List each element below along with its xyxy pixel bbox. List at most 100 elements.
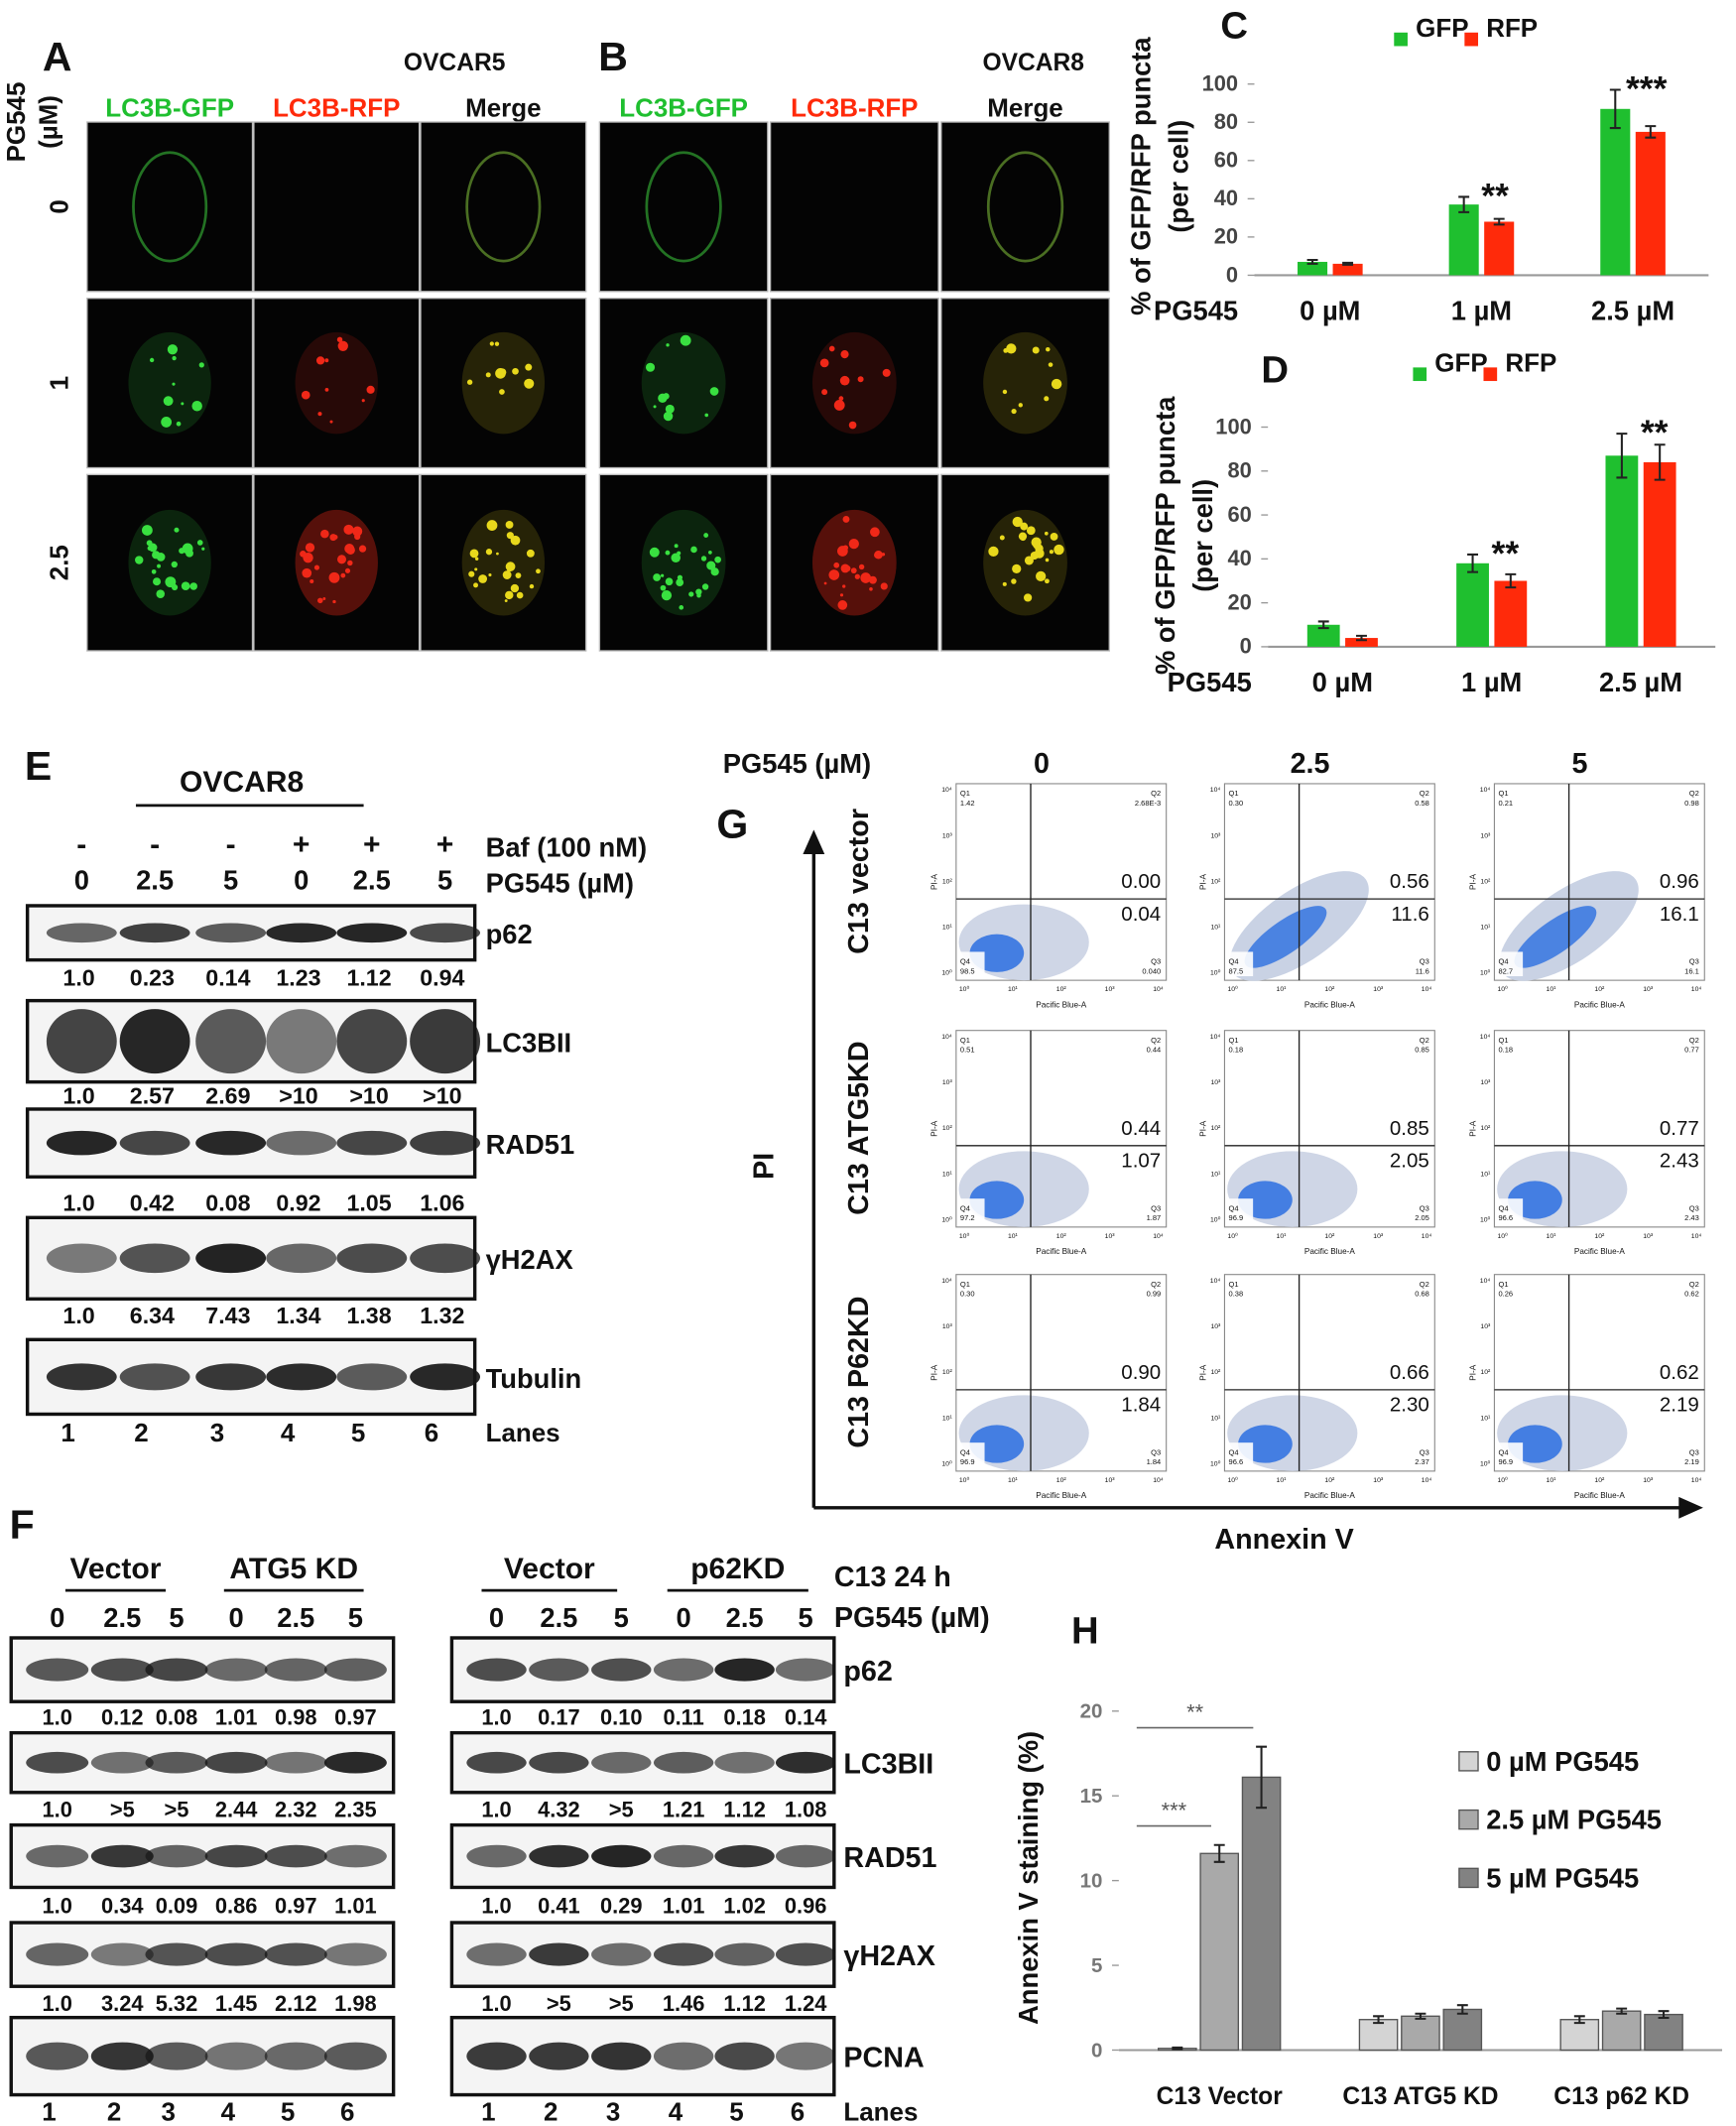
band <box>90 1844 154 1868</box>
group-label: Vector <box>70 1553 162 1585</box>
flow-tick: 10³ <box>942 1079 953 1086</box>
flow-tick: 10³ <box>1105 986 1116 993</box>
flow-tick: 10⁰ <box>941 969 952 977</box>
group-label: Vector <box>504 1553 595 1585</box>
quantification: 1.38 <box>346 1303 391 1328</box>
puncta <box>679 605 684 610</box>
puncta <box>305 543 315 553</box>
band <box>145 2042 208 2070</box>
dose: 0 <box>489 1602 504 1633</box>
band <box>336 1363 408 1391</box>
puncta <box>189 582 197 590</box>
flow-tick: 10² <box>942 1125 953 1132</box>
x-tick-label: 1 µM <box>1461 667 1522 697</box>
quantification: 1.08 <box>785 1797 827 1821</box>
legend-label: RFP <box>1486 13 1538 43</box>
quantification: 1.0 <box>43 1704 72 1729</box>
puncta <box>658 393 668 403</box>
dose: 0 <box>1034 748 1050 780</box>
flow-tick: 10² <box>942 878 953 885</box>
dose-axis-label: PG545 <box>1 82 31 163</box>
cell-outline <box>986 151 1064 263</box>
quantification: 1.0 <box>481 1991 511 2016</box>
puncta <box>665 404 675 414</box>
puncta <box>516 591 524 599</box>
quadrant-name: Q2 <box>1689 789 1699 798</box>
quantification: 0.17 <box>538 1704 580 1729</box>
band <box>714 1658 775 1682</box>
puncta <box>147 546 153 552</box>
puncta <box>1033 541 1041 550</box>
quadrant-stat: 2.68E-3 <box>1135 799 1161 808</box>
quadrant-stat: 0.30 <box>960 1290 975 1299</box>
error-bar <box>1654 443 1666 481</box>
flow-tick: 10³ <box>1210 1079 1221 1086</box>
quadrant-name: Q3 <box>1420 1447 1429 1456</box>
puncta <box>366 385 375 394</box>
puncta <box>1020 522 1029 531</box>
band <box>336 1243 408 1274</box>
flow-tick: 10² <box>1210 1125 1221 1132</box>
quantification: 0.09 <box>156 1893 198 1918</box>
quadrant-stat: 0.77 <box>1684 1046 1699 1055</box>
quadrant-value: 0.66 <box>1390 1361 1429 1384</box>
puncta <box>186 549 193 558</box>
band <box>26 1844 89 1868</box>
blot-header: C13 24 h <box>834 1562 951 1593</box>
puncta <box>882 368 891 377</box>
quadrant-name: Q1 <box>1499 1036 1509 1045</box>
flow-tick: 10² <box>1480 1125 1491 1132</box>
dose: 0 <box>50 1602 64 1633</box>
density-inner <box>1244 906 1327 968</box>
quadrant-value: 16.1 <box>1660 903 1699 926</box>
flow-tick: 10¹ <box>942 1415 953 1422</box>
quantification: 1.12 <box>723 1797 766 1821</box>
band <box>410 1363 481 1391</box>
cell-body <box>461 331 546 435</box>
significance: ** <box>1492 534 1520 573</box>
puncta <box>322 597 326 600</box>
puncta <box>704 413 709 418</box>
error-bar <box>1256 1745 1268 1810</box>
y-tick-label: 20 <box>1227 589 1251 614</box>
quantification: 1.0 <box>62 1083 94 1109</box>
quantification: 0.96 <box>785 1893 827 1918</box>
band <box>204 1844 268 1868</box>
y-axis-label: (per cell) <box>1187 479 1218 592</box>
flow-axis-label: Pacific Blue-A <box>1036 1000 1087 1009</box>
quantification: 1.06 <box>420 1189 464 1215</box>
puncta <box>201 547 205 551</box>
puncta <box>1012 516 1023 528</box>
x-tick-label: C13 p62 KD <box>1553 2083 1689 2110</box>
quantification: 1.0 <box>62 1303 94 1328</box>
puncta <box>860 572 872 583</box>
cell-outline <box>645 151 722 263</box>
flow-tick: 10¹ <box>1210 1171 1221 1178</box>
puncta <box>680 334 691 346</box>
band <box>90 2042 154 2070</box>
quadrant-stat: 82.7 <box>1499 966 1514 975</box>
flow-axis-label: PI-A <box>1198 1120 1207 1136</box>
flow-axis-label: Pacific Blue-A <box>1036 1247 1087 1256</box>
flow-tick: 10⁴ <box>1480 1034 1491 1041</box>
puncta <box>313 564 320 570</box>
flow-tick: 10¹ <box>1008 986 1019 993</box>
band <box>145 1658 208 1682</box>
quadrant-name: Q2 <box>1689 1036 1699 1045</box>
quadrant-value: 1.84 <box>1121 1394 1161 1417</box>
quadrant-value: 0.56 <box>1390 870 1429 893</box>
flow-tick: 10⁴ <box>1422 1477 1432 1484</box>
quantification: 2.57 <box>130 1083 175 1109</box>
band <box>26 1751 89 1774</box>
error-bar <box>1573 2015 1585 2025</box>
puncta <box>1054 544 1064 556</box>
puncta <box>844 564 851 572</box>
quantification: 1.34 <box>276 1303 320 1328</box>
legend-swatch <box>1464 32 1479 47</box>
flow-tick: 10⁰ <box>1227 1476 1238 1484</box>
q4-box <box>1495 1198 1524 1223</box>
puncta <box>988 546 999 558</box>
band <box>26 1658 89 1682</box>
flow-tick: 10⁴ <box>941 787 952 794</box>
quantification: 5.32 <box>156 1991 198 2016</box>
